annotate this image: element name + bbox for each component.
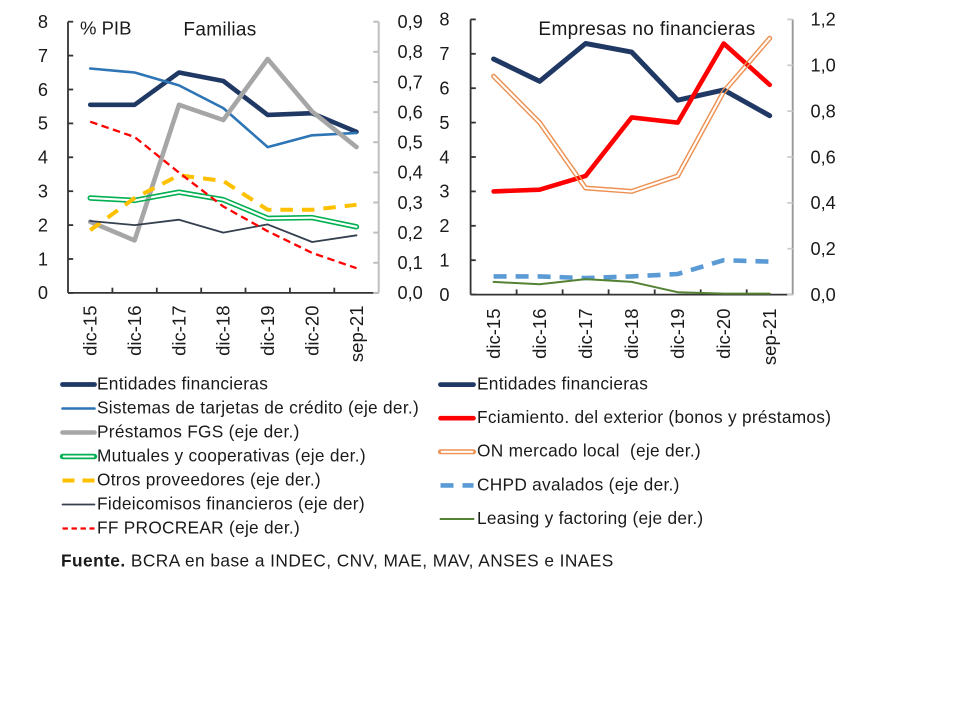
svg-text:sep-21: sep-21 xyxy=(346,306,367,363)
svg-text:0: 0 xyxy=(38,283,48,303)
svg-text:dic-16: dic-16 xyxy=(529,309,550,359)
svg-text:1: 1 xyxy=(38,249,48,269)
svg-text:dic-20: dic-20 xyxy=(713,309,734,359)
svg-text:1,2: 1,2 xyxy=(811,10,836,30)
svg-text:dic-19: dic-19 xyxy=(667,309,688,359)
svg-text:dic-17: dic-17 xyxy=(575,309,596,359)
svg-text:Empresas no financieras: Empresas no financieras xyxy=(538,19,755,40)
svg-text:4: 4 xyxy=(38,148,48,168)
svg-text:0,4: 0,4 xyxy=(398,163,423,183)
svg-text:0,4: 0,4 xyxy=(811,193,836,213)
svg-text:0,5: 0,5 xyxy=(398,133,423,153)
svg-text:0,8: 0,8 xyxy=(398,42,423,62)
svg-text:FF PROCREAR (eje der.): FF PROCREAR (eje der.) xyxy=(97,517,300,537)
svg-text:% PIB: % PIB xyxy=(80,18,131,39)
svg-text:Sistemas de tarjetas de crédit: Sistemas de tarjetas de crédito (eje der… xyxy=(97,397,419,417)
svg-text:0,7: 0,7 xyxy=(398,72,423,92)
svg-text:0,0: 0,0 xyxy=(811,285,836,305)
svg-text:Entidades financieras: Entidades financieras xyxy=(97,373,268,393)
svg-text:Fuente. BCRA en base a INDEC,: Fuente. BCRA en base a INDEC, CNV, MAE, … xyxy=(61,551,614,571)
svg-text:1,0: 1,0 xyxy=(811,56,836,76)
svg-text:0,9: 0,9 xyxy=(398,12,423,32)
svg-text:dic-18: dic-18 xyxy=(213,306,234,356)
svg-text:dic-18: dic-18 xyxy=(621,309,642,359)
svg-text:Leasing y factoring (eje der.): Leasing y factoring (eje der.) xyxy=(477,508,703,528)
svg-text:Entidades financieras: Entidades financieras xyxy=(477,374,648,394)
svg-text:CHPD avalados (eje der.): CHPD avalados (eje der.) xyxy=(477,474,680,494)
svg-text:6: 6 xyxy=(38,80,48,100)
svg-text:4: 4 xyxy=(439,147,449,167)
svg-text:dic-15: dic-15 xyxy=(80,306,101,356)
svg-text:Fideicomisos financieros (eje: Fideicomisos financieros (eje der) xyxy=(97,493,365,513)
svg-text:8: 8 xyxy=(439,10,449,30)
svg-text:8: 8 xyxy=(38,12,48,32)
svg-text:5: 5 xyxy=(38,114,48,134)
svg-text:0: 0 xyxy=(439,285,449,305)
svg-text:0,6: 0,6 xyxy=(398,102,423,122)
svg-text:3: 3 xyxy=(439,182,449,202)
svg-text:dic-19: dic-19 xyxy=(257,306,278,356)
svg-text:0,3: 0,3 xyxy=(398,193,423,213)
svg-text:dic-16: dic-16 xyxy=(124,306,145,356)
svg-text:Préstamos FGS (eje der.): Préstamos FGS (eje der.) xyxy=(97,421,300,441)
svg-text:5: 5 xyxy=(439,113,449,133)
svg-text:0,2: 0,2 xyxy=(398,223,423,243)
svg-text:ON mercado local (eje der.): ON mercado local (eje der.) xyxy=(477,441,701,461)
svg-text:0,8: 0,8 xyxy=(811,101,836,121)
svg-text:sep-21: sep-21 xyxy=(759,309,780,366)
svg-text:Otros proveedores (eje der.): Otros proveedores (eje der.) xyxy=(97,469,321,489)
svg-text:6: 6 xyxy=(439,79,449,99)
svg-text:dic-20: dic-20 xyxy=(301,306,322,356)
svg-text:0,0: 0,0 xyxy=(398,283,423,303)
svg-text:0,6: 0,6 xyxy=(811,147,836,167)
svg-text:2: 2 xyxy=(439,216,449,236)
svg-text:Fciamiento. del exterior (bono: Fciamiento. del exterior (bonos y présta… xyxy=(477,407,831,427)
svg-text:0,2: 0,2 xyxy=(811,239,836,259)
svg-text:dic-15: dic-15 xyxy=(483,309,504,359)
svg-text:7: 7 xyxy=(38,46,48,66)
svg-text:7: 7 xyxy=(439,44,449,64)
svg-text:Mutuales y cooperativas (eje d: Mutuales y cooperativas (eje der.) xyxy=(97,445,366,465)
svg-text:dic-17: dic-17 xyxy=(168,306,189,356)
svg-text:0,1: 0,1 xyxy=(398,253,423,273)
svg-text:1: 1 xyxy=(439,251,449,271)
svg-text:2: 2 xyxy=(38,215,48,235)
svg-text:Familias: Familias xyxy=(183,19,256,40)
svg-text:3: 3 xyxy=(38,182,48,202)
